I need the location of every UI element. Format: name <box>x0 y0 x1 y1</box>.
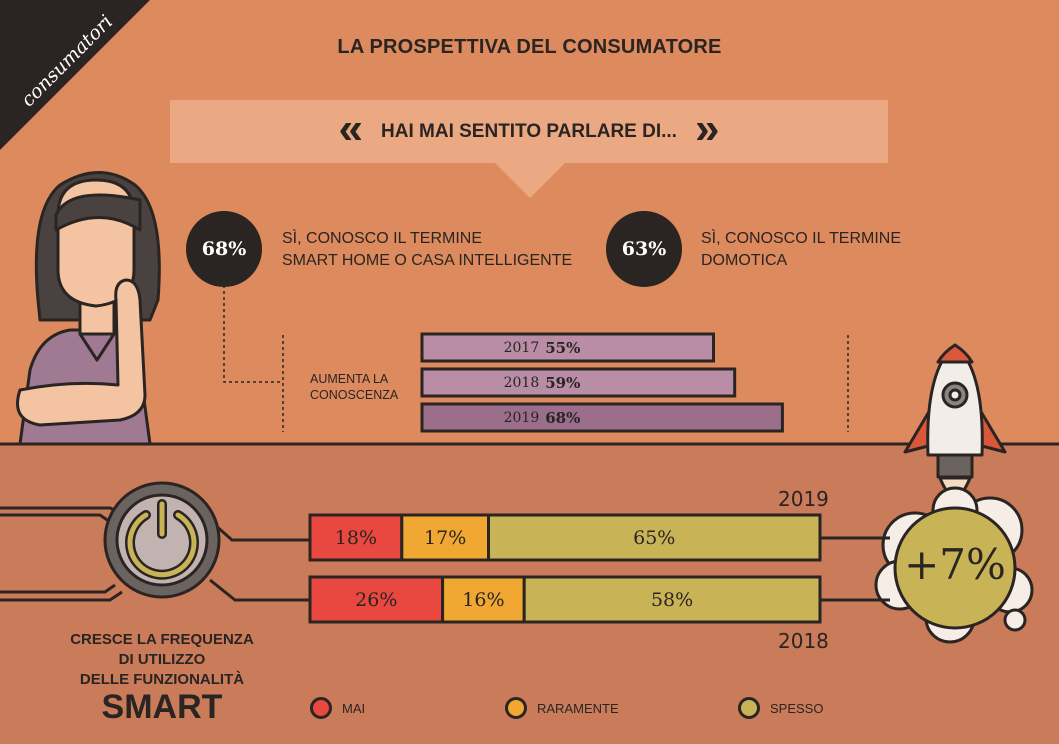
legend-label-raramente: RARAMENTE <box>537 700 619 716</box>
usage-bar-2019-spesso <box>487 513 822 562</box>
legend-item-mai: MAI <box>310 697 365 719</box>
power-button-icon <box>103 481 221 599</box>
dashed-connectors <box>223 285 849 432</box>
frequency-label-line3: DELLE FUNZIONALITÀ <box>79 671 245 688</box>
woman-illustration <box>16 171 161 446</box>
chevron-left-icon: « <box>338 104 364 153</box>
awareness-bar-label-2017: 2017 55% <box>477 334 607 361</box>
year-label-2019: 2019 <box>778 487 829 511</box>
usage-bar-label-2018-spesso: 58% <box>650 588 694 611</box>
stat-domotica-line2: DOMOTICA <box>701 252 788 269</box>
awareness-bar-label-2018: 2018 59% <box>477 369 607 396</box>
growth-badge: +7% <box>904 540 1006 589</box>
awareness-label: AUMENTA LA CONOSCENZA <box>310 371 398 403</box>
stat-domotica-line1: SÌ, CONOSCO IL TERMINE <box>701 230 902 247</box>
year-label-2018: 2018 <box>778 629 829 653</box>
awareness-bar-label-2019: 2019 68% <box>477 404 607 431</box>
stat-smart-home-text: SÌ, CONOSCO IL TERMINE SMART HOME O CASA… <box>282 228 572 272</box>
awareness-bar-value-2017: 55% <box>545 338 581 357</box>
usage-bar-label-2018-mai: 26% <box>355 588 398 611</box>
frequency-label-line1: CRESCE LA FREQUENZA <box>70 631 254 648</box>
usage-bar-2018-spesso <box>522 575 822 624</box>
awareness-bar-2017 <box>420 332 715 363</box>
speech-pointer <box>495 163 565 198</box>
usage-bar-label-2019-raramente: 17% <box>424 526 467 549</box>
frequency-label-big: SMART <box>101 688 223 726</box>
corner-tag-triangle <box>0 0 150 150</box>
legend-label-mai: MAI <box>342 700 366 716</box>
awareness-bar-value-2018: 59% <box>545 373 581 392</box>
awareness-bar-year-2019: 2019 <box>503 409 540 426</box>
stat-smart-home-value: 68% <box>186 211 262 287</box>
awareness-label-line1: AUMENTA LA <box>310 372 389 386</box>
awareness-bar-2018 <box>420 367 737 398</box>
frequency-label-line2: DI UTILIZZO <box>118 651 206 668</box>
page-title: LA PROSPETTIVA DEL CONSUMATORE <box>337 36 722 58</box>
usage-stacked-bar-chart <box>308 513 822 624</box>
chevron-right-icon: » <box>694 104 720 153</box>
stat-domotica-text: SÌ, CONOSCO IL TERMINE DOMOTICA <box>701 228 901 272</box>
growth-badge-circle <box>893 506 1017 630</box>
frequency-label: CRESCE LA FREQUENZA DI UTILIZZO DELLE FU… <box>52 630 272 690</box>
awareness-bar-year-2018: 2018 <box>503 374 540 391</box>
legend-item-raramente: RARAMENTE <box>505 697 619 719</box>
legend-item-spesso: SPESSO <box>738 697 823 719</box>
usage-bar-2018-raramente <box>441 575 526 624</box>
usage-bar-label-2019-spesso: 65% <box>633 526 676 549</box>
usage-bar-label-2019-mai: 18% <box>334 526 378 549</box>
stat-domotica-value: 63% <box>606 211 682 287</box>
awareness-bar-year-2017: 2017 <box>503 339 540 356</box>
legend-swatch-mai <box>310 697 332 719</box>
awareness-bar-value-2019: 68% <box>545 408 581 427</box>
awareness-bar-chart <box>420 332 784 433</box>
stat-smart-home-line1: SÌ, CONOSCO IL TERMINE <box>282 230 483 247</box>
question-banner <box>170 100 888 163</box>
question-text: HAI MAI SENTITO PARLARE DI... <box>381 121 677 142</box>
legend-swatch-raramente <box>505 697 527 719</box>
awareness-label-line2: CONOSCENZA <box>310 388 399 402</box>
legend-label-spesso: SPESSO <box>770 700 824 716</box>
awareness-bar-2019 <box>420 402 784 433</box>
usage-bar-label-2018-raramente: 16% <box>462 588 505 611</box>
question-banner-text: « HAI MAI SENTITO PARLARE DI... » <box>170 100 888 163</box>
stat-smart-home-line2: SMART HOME O CASA INTELLIGENTE <box>282 252 573 269</box>
legend-swatch-spesso <box>738 697 760 719</box>
